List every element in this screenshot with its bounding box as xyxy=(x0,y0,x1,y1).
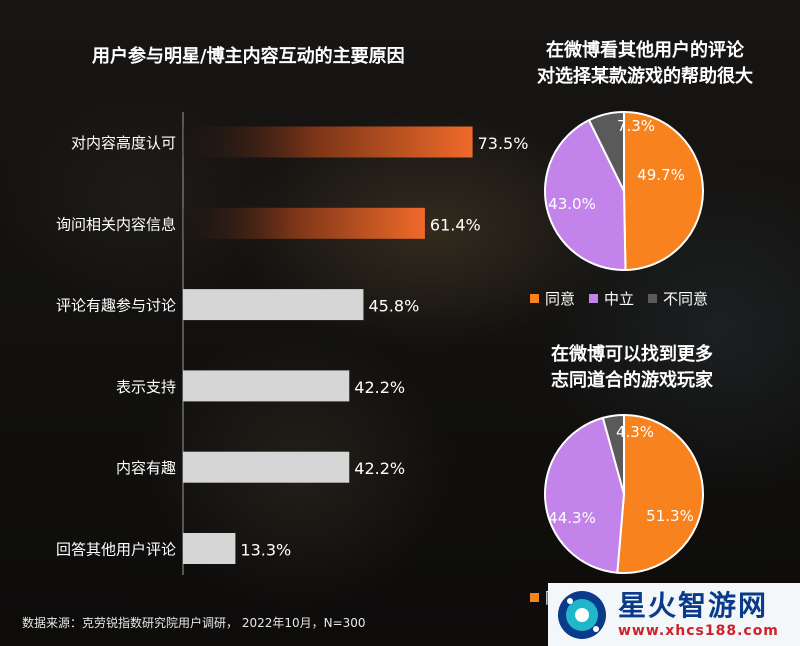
legend-swatch-2 xyxy=(648,294,658,303)
watermark-banner[interactable]: 星火智游网 www.xhcs188.com xyxy=(548,583,800,646)
pie2-svg-value-label-2: 4.3% xyxy=(616,423,654,441)
pie2-svg-value-label-0: 51.3% xyxy=(646,507,694,525)
bar-value-label-4: 42.2% xyxy=(354,459,405,478)
bar-category-label-3: 表示支持 xyxy=(116,378,176,396)
pie2-title: 在微博可以找到更多 志同道合的游戏玩家 xyxy=(487,342,777,394)
legend-item-2: 不同意 xyxy=(648,288,708,309)
pie1-svg-slice-0 xyxy=(623,110,704,272)
pie1-svg-slice-2 xyxy=(587,110,625,192)
pie2-svg-slice-2 xyxy=(601,413,625,495)
bar-0 xyxy=(183,126,473,158)
watermark-site-url[interactable]: www.xhcs188.com xyxy=(618,622,779,639)
legend-swatch-0 xyxy=(530,593,539,602)
bar-value-label-3: 42.2% xyxy=(354,378,405,397)
bar-category-label-0: 对内容高度认可 xyxy=(71,134,176,152)
pie1-title: 在微博看其他用户的评论 对选择某款游戏的帮助很大 xyxy=(500,38,790,90)
bar-value-label-2: 45.8% xyxy=(368,297,419,316)
bar-value-label-1: 61.4% xyxy=(430,215,481,234)
pie1-legend: 同意 中立 不同意 xyxy=(530,288,722,309)
pie2-svg-slice-0 xyxy=(616,413,705,574)
pie1-title-line1: 在微博看其他用户的评论 xyxy=(546,40,744,61)
legend-label-2: 不同意 xyxy=(663,290,709,308)
bar-category-label-5: 回答其他用户评论 xyxy=(56,541,176,559)
legend-label-0: 同意 xyxy=(545,290,576,308)
legend-item-1: 中立 xyxy=(589,288,634,309)
pie2-svg-value-label-1: 44.3% xyxy=(548,509,596,527)
bar-category-label-2: 评论有趣参与讨论 xyxy=(56,297,176,315)
pie-chart-2: 51.3% 44.3% 4.3% xyxy=(544,413,705,574)
pie1-svg-value-label-1: 43.0% xyxy=(548,195,596,213)
legend-swatch-0 xyxy=(530,294,539,303)
bar-category-label-4: 内容有趣 xyxy=(116,459,176,477)
pie-chart-1: 49.7% 43.0% 7.3% xyxy=(544,110,704,272)
pie2-svg-slice-1 xyxy=(544,416,626,574)
watermark-site-name: 星火智游网 xyxy=(618,588,769,622)
bar-category-label-1: 询问相关内容信息 xyxy=(56,215,176,233)
legend-swatch-1 xyxy=(589,294,599,303)
legend-label-1: 中立 xyxy=(604,290,635,308)
data-source-note: 数据来源：克劳锐指数研究院用户调研， 2022年10月，N=300 xyxy=(22,616,366,630)
bar-value-label-0: 73.5% xyxy=(478,134,529,153)
bar-1 xyxy=(183,207,425,239)
pie1-title-line2: 对选择某款游戏的帮助很大 xyxy=(537,66,753,87)
bar-2 xyxy=(183,289,364,321)
pie1-svg-value-label-0: 49.7% xyxy=(637,166,685,184)
bar-chart-title: 用户参与明星/博主内容互动的主要原因 xyxy=(92,46,405,67)
bar-5 xyxy=(183,533,236,564)
pie2-title-line2: 志同道合的游戏玩家 xyxy=(551,370,713,391)
bar-4 xyxy=(183,451,350,483)
pie1-svg-value-label-2: 7.3% xyxy=(617,117,655,135)
legend-item-0: 同意 xyxy=(530,288,575,309)
watermark-logo-icon xyxy=(558,590,606,639)
pie2-title-line1: 在微博可以找到更多 xyxy=(551,344,713,365)
pie1-svg-slice-1 xyxy=(544,118,627,271)
bar-3 xyxy=(183,370,350,402)
bar-value-label-5: 13.3% xyxy=(240,541,291,560)
